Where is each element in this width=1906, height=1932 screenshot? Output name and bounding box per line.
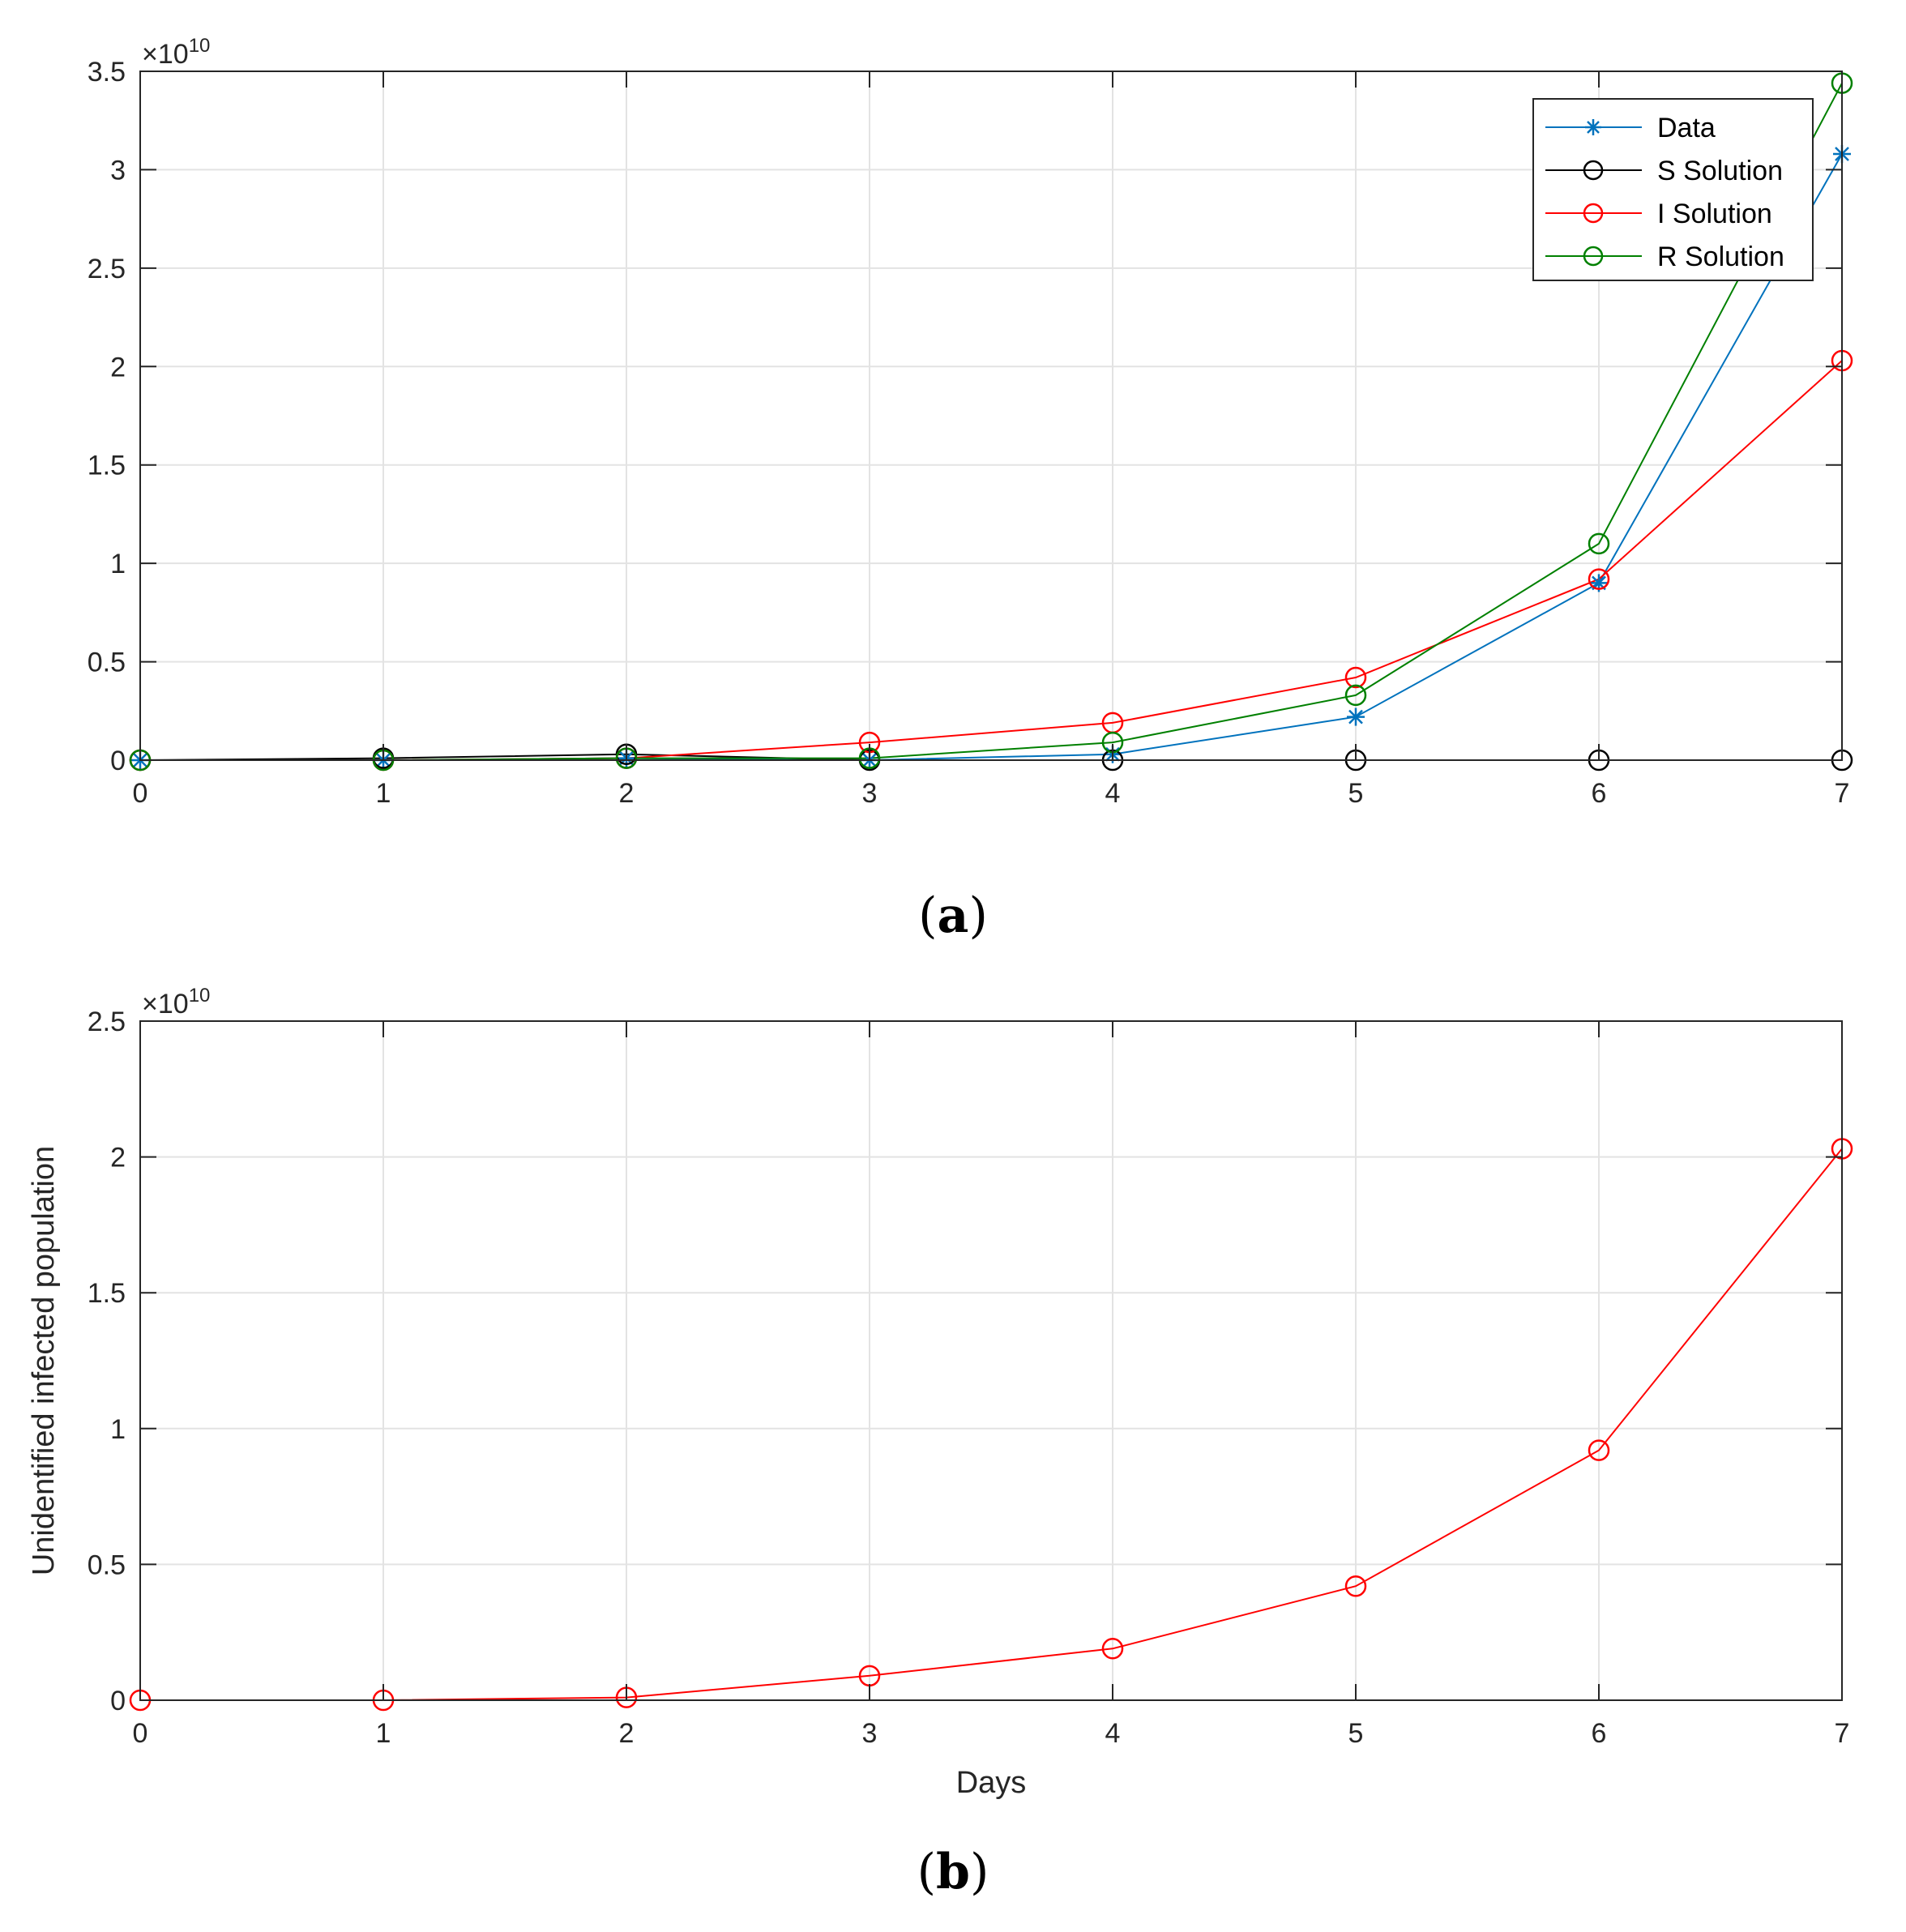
panel-b-label: (b): [917, 1844, 989, 1900]
x-tick-label: 6: [1592, 778, 1607, 809]
y-tick-label: 3.5: [88, 57, 126, 88]
y-tick-label: 2: [110, 1143, 126, 1173]
data-point-r-solution: [1344, 684, 1367, 707]
panel-a-y-exponent: ×1010: [142, 35, 210, 70]
data-point-i-solution: [1344, 666, 1367, 689]
y-tick-label: 1.5: [88, 451, 126, 481]
data-point-i-solution: [1101, 1638, 1124, 1660]
legend-star-icon: [1585, 119, 1601, 135]
y-tick-label: 1: [110, 1414, 126, 1445]
legend-label-s-solution: S Solution: [1657, 156, 1783, 186]
x-axis-title: Days: [956, 1766, 1027, 1800]
y-tick-label: 0.5: [88, 1549, 126, 1580]
legend-item-data: Data: [1545, 113, 1716, 143]
data-point-i-solution: [1588, 1439, 1610, 1461]
y-tick-label: 2: [110, 352, 126, 383]
panel-b-chart: 0 1 2 3 4 5 6 7 0 0.5 1 1.5 2 2.5 ×1010 Days Unidenti…: [27, 985, 1853, 1900]
legend-item-i-solution: I Solution: [1545, 199, 1772, 229]
legend-item-s-solution: S Solution: [1545, 156, 1783, 186]
x-tick-label: 4: [1105, 778, 1121, 809]
y-tick-label: 0.5: [88, 648, 126, 678]
panel-a-axes-box: [139, 71, 1843, 761]
y-tick-label: 1.5: [88, 1278, 126, 1309]
data-point-i-solution: [1344, 1575, 1367, 1597]
panel-b-axes-box: [139, 1020, 1843, 1701]
legend-item-r-solution: R Solution: [1545, 242, 1784, 272]
y-tick-label: 0: [110, 1686, 126, 1716]
data-point-i-solution: [1588, 568, 1610, 590]
panel-a-chart: 0 1 2 3 4 5 6 7 0 0.5 1 1.5 2 2.5 3 3.5 ×1010 Data S So…: [88, 35, 1853, 944]
y-tick-label: 2.5: [88, 254, 126, 284]
legend-box: [1532, 98, 1814, 281]
y-tick-label: 3: [110, 155, 126, 186]
x-tick-label: 5: [1348, 778, 1364, 809]
x-tick-label: 7: [1835, 1718, 1850, 1749]
x-tick-label: 2: [619, 778, 635, 809]
x-tick-label: 0: [133, 778, 148, 809]
y-axis-title: Unidentified infected population: [27, 1146, 61, 1575]
legend-label-data: Data: [1657, 113, 1716, 143]
x-tick-label: 5: [1348, 1718, 1364, 1749]
x-tick-label: 4: [1105, 1718, 1121, 1749]
x-tick-label: 1: [376, 778, 391, 809]
legend-label-r-solution: R Solution: [1657, 242, 1784, 272]
legend-circle-icon: [1583, 160, 1604, 181]
legend-circle-icon: [1583, 203, 1604, 224]
y-tick-label: 0: [110, 746, 126, 776]
x-tick-label: 3: [862, 1718, 878, 1749]
data-point-r-solution: [1588, 532, 1610, 555]
y-tick-label: 2.5: [88, 1007, 126, 1037]
x-tick-label: 6: [1592, 1718, 1607, 1749]
panel-a-legend: Data S Solution I Solution R Solution: [1532, 98, 1814, 281]
y-tick-label: 1: [110, 549, 126, 579]
legend-label-i-solution: I Solution: [1657, 199, 1772, 229]
panel-b-y-exponent: ×1010: [142, 985, 210, 1019]
legend-circle-icon: [1583, 246, 1604, 267]
x-tick-label: 7: [1835, 778, 1850, 809]
x-tick-label: 0: [133, 1718, 148, 1749]
data-point-data: [1347, 707, 1365, 726]
x-tick-label: 2: [619, 1718, 635, 1749]
panel-a-ticks: 0 1 2 3 4 5 6 7 0 0.5 1 1.5 2 2.5 3 3.5: [88, 57, 1850, 809]
panel-b-ticks: 0 1 2 3 4 5 6 7 0 0.5 1 1.5 2 2.5: [88, 1007, 1850, 1749]
x-tick-label: 3: [862, 778, 878, 809]
panel-a-label: (a): [918, 887, 988, 944]
x-tick-label: 1: [376, 1718, 391, 1749]
